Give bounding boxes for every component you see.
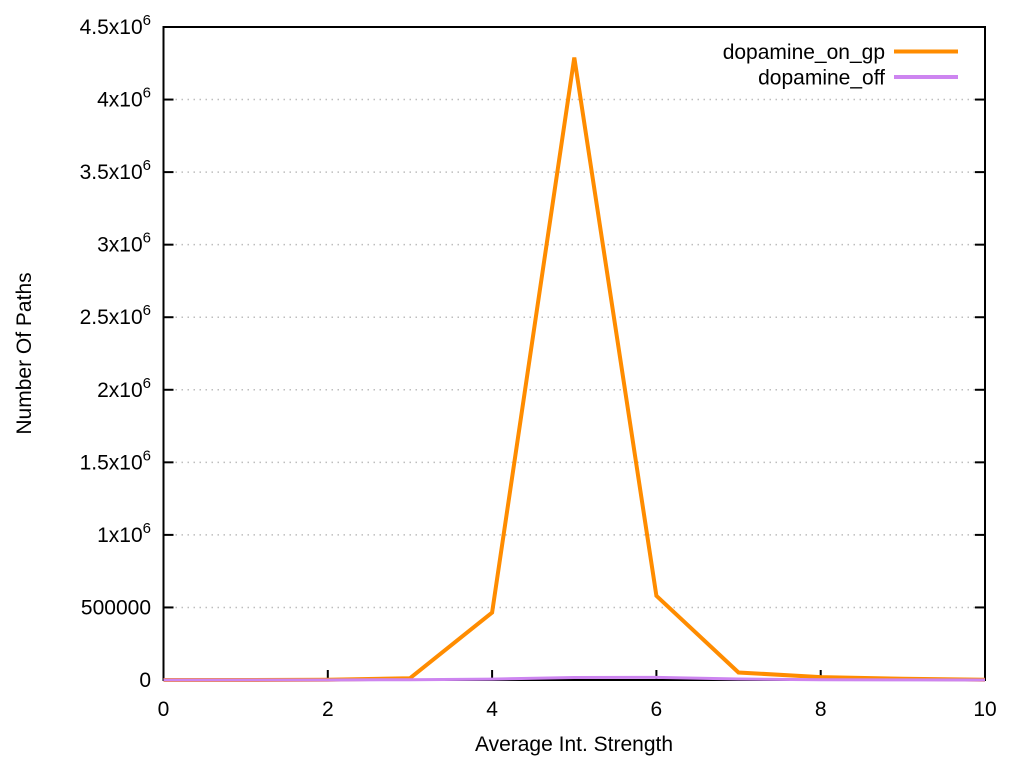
y-axis-tick-label: 1x106 <box>97 520 151 547</box>
y-axis-tick-label: 1.5x106 <box>80 447 151 474</box>
x-axis-tick-label: 0 <box>158 698 170 721</box>
y-axis-tick-label: 3.5x106 <box>80 157 151 184</box>
legend: dopamine_on_gp dopamine_off <box>723 41 958 90</box>
y-axis-tick-label: 4.5x106 <box>80 12 151 39</box>
plot-border-rect <box>162 26 986 681</box>
gridlines <box>163 26 985 681</box>
plot-border <box>162 26 986 681</box>
tick-labels: 0 500000 1x106 1.5x106 2x106 2.5x106 3x106 3.5x… <box>80 12 997 721</box>
x-axis-tick-label: 8 <box>815 698 827 721</box>
x-axis-tick-label: 10 <box>973 698 996 721</box>
axis-ticks <box>162 26 986 681</box>
y-axis-tick-label: 0 <box>139 669 151 692</box>
y-axis-tick-label: 3x106 <box>97 230 151 257</box>
legend-label-dopamine-off: dopamine_off <box>758 67 885 90</box>
data-series <box>163 57 986 682</box>
series-line-dopamine_off <box>163 675 986 682</box>
y-axis-title: Number Of Paths <box>13 272 36 434</box>
x-axis-tick-label: 4 <box>486 698 498 721</box>
x-axis-tick-label: 6 <box>651 698 663 721</box>
y-axis-tick-label: 2.5x106 <box>80 302 151 329</box>
x-axis-tick-label: 2 <box>322 698 334 721</box>
y-axis-tick-label: 4x106 <box>97 85 151 112</box>
series-line-dopamine_on_gp <box>163 57 986 682</box>
y-axis-tick-label: 500000 <box>81 596 151 619</box>
x-axis-title: Average Int. Strength <box>475 733 673 756</box>
y-axis-tick-label: 2x106 <box>97 375 151 402</box>
legend-label-dopamine-on-gp: dopamine_on_gp <box>723 41 885 64</box>
